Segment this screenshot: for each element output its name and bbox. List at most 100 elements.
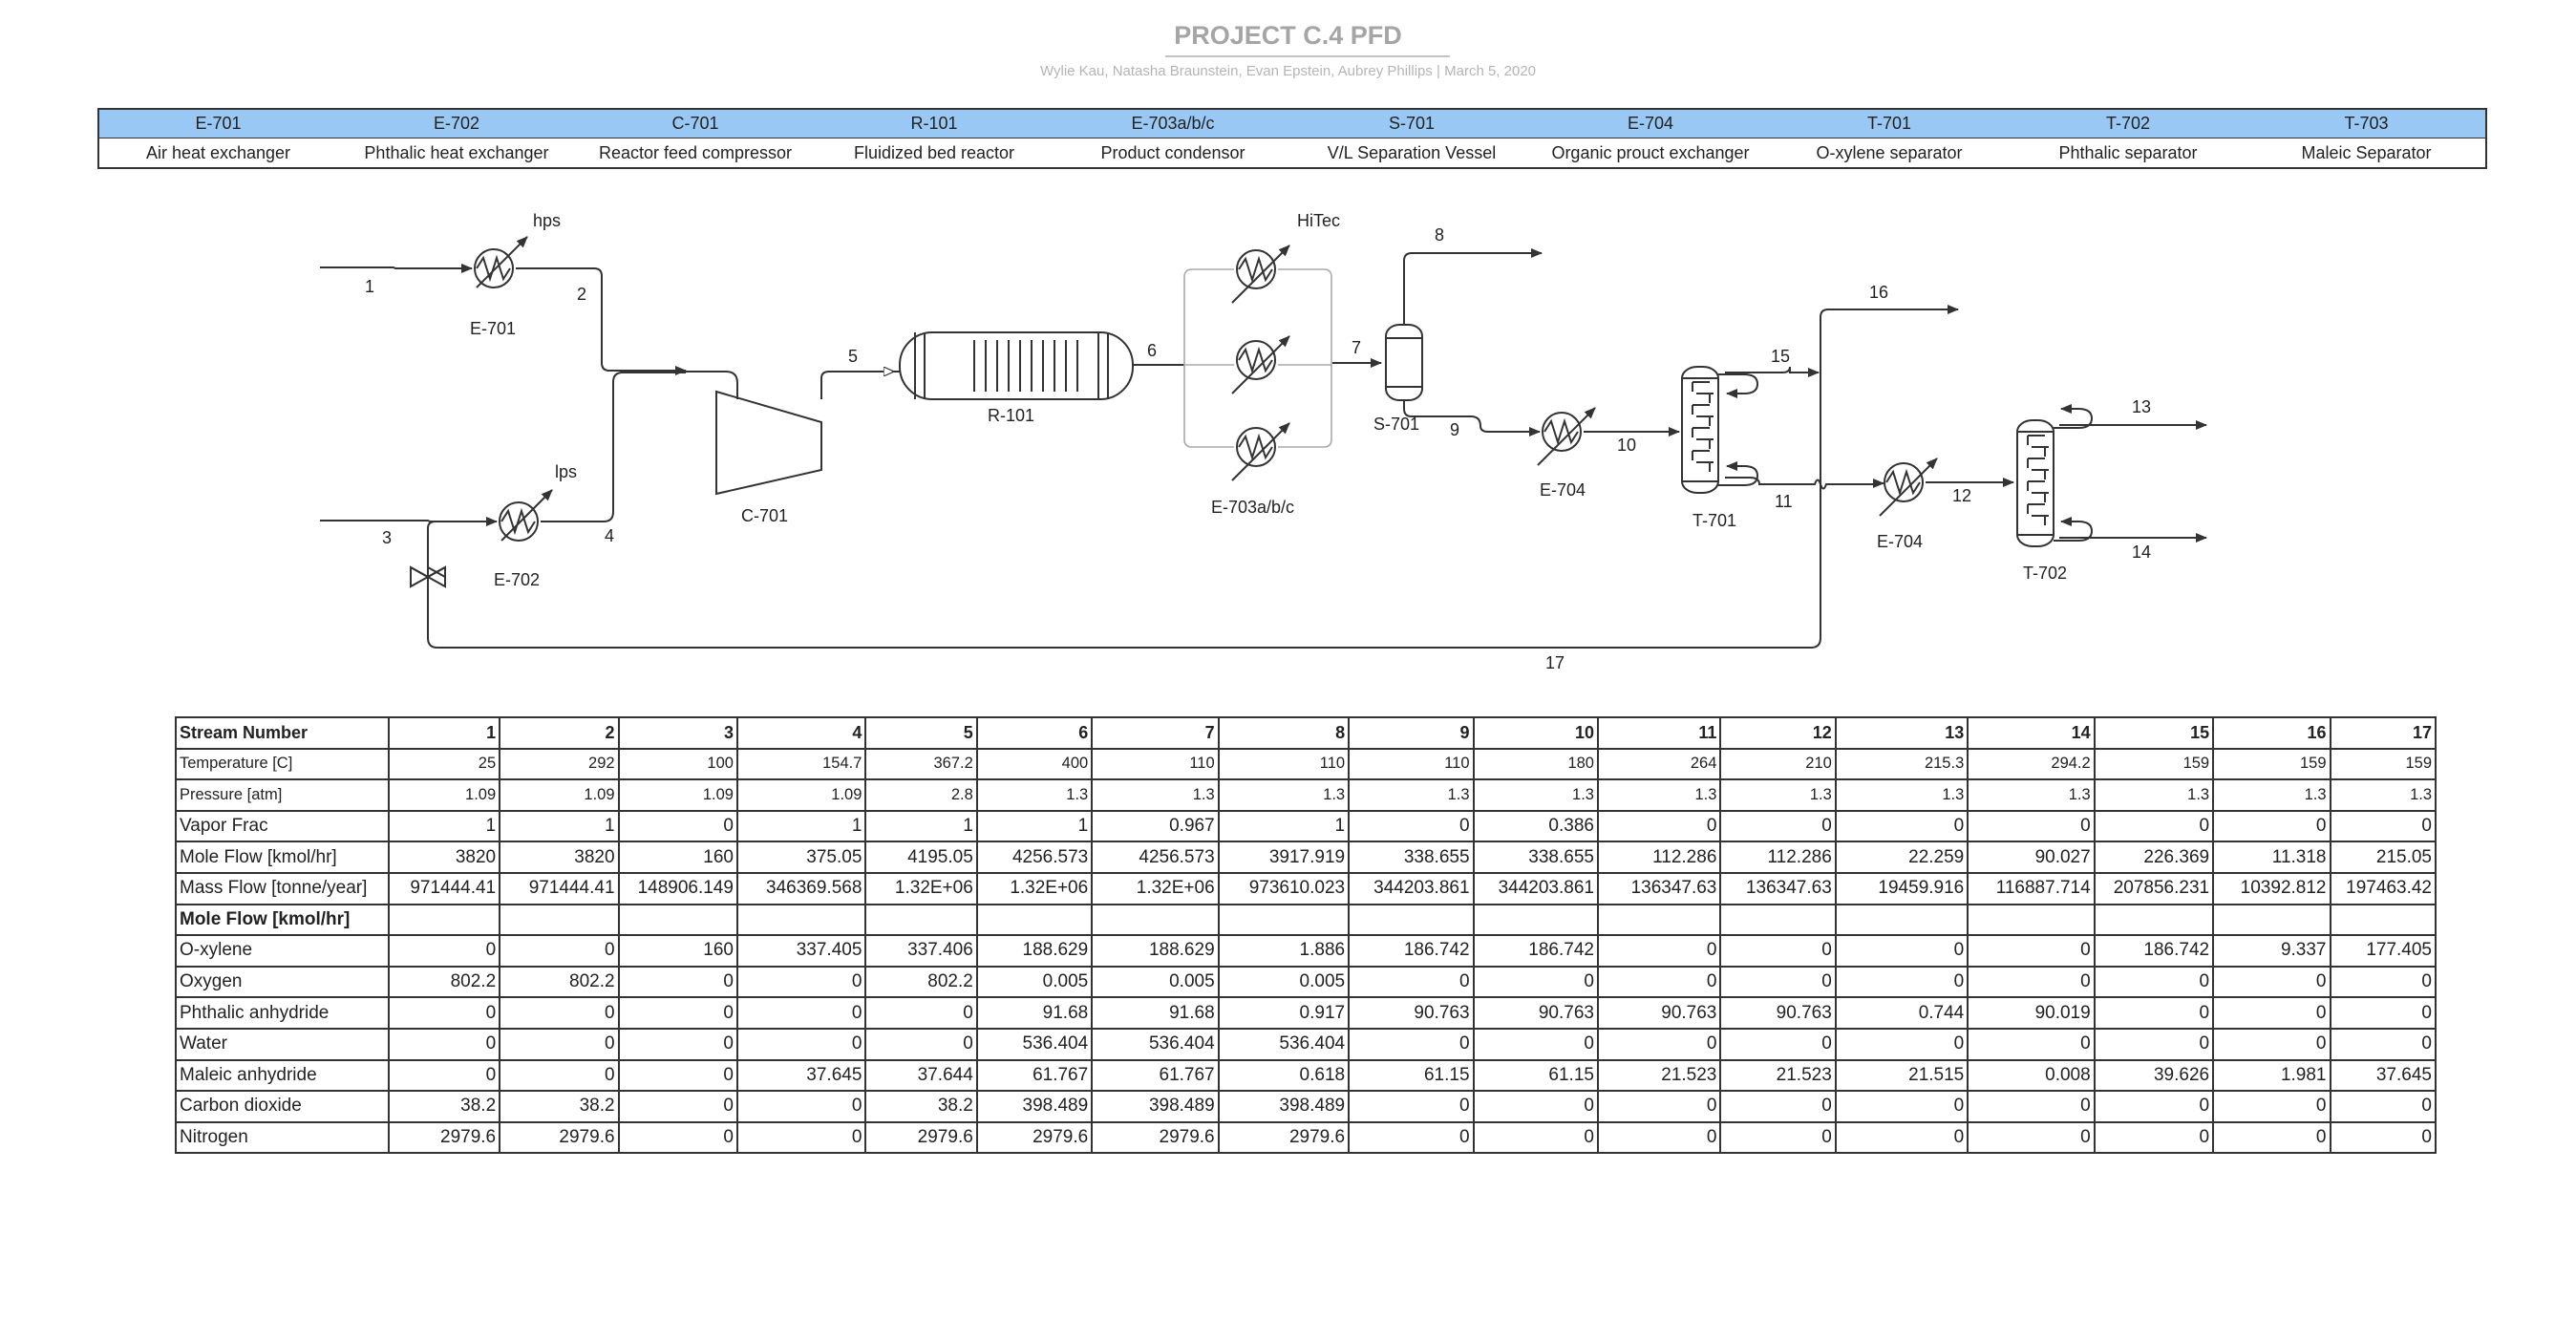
table-cell: 4256.573 xyxy=(975,841,1094,874)
table-cell: 0 xyxy=(617,1027,738,1061)
table-row: Nitrogen 2979.6 2979.6 0 0 2979.6 2979.6 2979.6… xyxy=(175,1120,2437,1155)
table-cell xyxy=(2212,903,2331,937)
separator-s701 xyxy=(1385,324,1423,401)
table-cell: 38.2 xyxy=(864,1090,978,1123)
table-cell: 0 xyxy=(617,1120,738,1155)
table-cell: 1.3 xyxy=(1348,778,1475,812)
compressor-feed-line xyxy=(686,371,738,399)
table-cell: 536.404 xyxy=(975,1027,1094,1061)
stream-number-2: 2 xyxy=(577,285,586,304)
table-cell xyxy=(1091,903,1220,937)
table-cell: 0 xyxy=(1719,1090,1837,1123)
table-cell: 2979.6 xyxy=(1217,1120,1351,1155)
table-cell: 0 xyxy=(1967,809,2096,843)
table-cell: 398.489 xyxy=(1091,1090,1220,1123)
table-cell: 3820 xyxy=(387,841,501,874)
table-cell: 0 xyxy=(1596,809,1722,843)
stream-number-cell: 10 xyxy=(1472,716,1599,750)
table-cell: 0 xyxy=(1348,1120,1475,1155)
row-label: Pressure [atm] xyxy=(175,778,390,812)
table-cell: 0 xyxy=(387,1058,501,1093)
table-cell: 1.3 xyxy=(1217,778,1351,812)
table-cell: 1.32E+06 xyxy=(864,871,978,905)
table-cell: 398.489 xyxy=(975,1090,1094,1123)
table-cell: 1.3 xyxy=(1719,778,1837,812)
table-cell: 21.523 xyxy=(1596,1058,1722,1093)
table-cell: 0 xyxy=(1719,1027,1837,1061)
table-cell: 186.742 xyxy=(1348,934,1475,968)
utility-label-hitec: HiTec xyxy=(1297,211,1340,230)
table-cell xyxy=(864,903,978,937)
table-cell xyxy=(1217,903,1351,937)
page-subtitle: Wylie Kau, Natasha Braunstein, Evan Epst… xyxy=(1039,63,1537,79)
table-cell: 802.2 xyxy=(864,965,978,999)
table-cell xyxy=(975,903,1094,937)
stream-number-cell: 6 xyxy=(975,716,1094,750)
table-cell: 0 xyxy=(864,1027,978,1061)
unit-label-e704b: E-704 xyxy=(1877,532,1923,551)
table-cell: 0.005 xyxy=(975,965,1094,999)
table-cell: 1.886 xyxy=(1217,934,1351,968)
table-cell: 0 xyxy=(499,996,620,1030)
stream-number-cell: 16 xyxy=(2212,716,2331,750)
table-cell: 367.2 xyxy=(864,747,978,781)
table-row: Pressure [atm] 1.09 1.09 1.09 1.09 2.8 1.3 1.3 1… xyxy=(175,778,2437,812)
table-cell: 0 xyxy=(499,1058,620,1093)
table-cell: 160 xyxy=(617,841,738,874)
table-row: Vapor Frac 1 1 0 1 1 1 0.967 1 0 0.386 0 0 0 0 0 0 0 xyxy=(175,809,2437,843)
table-cell: 0 xyxy=(1596,934,1722,968)
table-cell: 4256.573 xyxy=(1091,841,1220,874)
table-cell: 22.259 xyxy=(1834,841,1969,874)
equipment-tag: E-703a/b/c xyxy=(1054,109,1292,138)
stream-number-cell: 3 xyxy=(617,716,738,750)
table-cell: 112.286 xyxy=(1719,841,1837,874)
stream-number-12: 12 xyxy=(1952,486,1971,505)
table-cell: 0 xyxy=(2329,1090,2437,1123)
control-valve xyxy=(410,565,446,588)
table-row: Phthalic anhydride 0 0 0 0 0 91.68 91.68 0.917 90… xyxy=(175,996,2437,1030)
table-cell: 90.027 xyxy=(1967,841,2096,874)
table-cell: 207856.231 xyxy=(2093,871,2215,905)
table-cell: 0 xyxy=(1719,965,1837,999)
stream-15-line xyxy=(1725,366,1820,377)
table-cell: 1.09 xyxy=(499,778,620,812)
table-cell: 25 xyxy=(387,747,501,781)
table-cell: 0 xyxy=(1348,965,1475,999)
stream-number-14: 14 xyxy=(2132,543,2151,562)
stream-number-row: Stream Number 1 2 3 4 5 6 7 8 9 10 11 12 13 14 15 16 17 xyxy=(175,716,2437,750)
equipment-legend: E-701 E-702 C-701 R-101 E-703a/b/c S-701 E-704… xyxy=(97,108,2487,169)
table-cell: 0 xyxy=(1967,934,2096,968)
distillation-column-t701 xyxy=(1681,366,1759,494)
table-cell: 0 xyxy=(1348,1090,1475,1123)
table-cell: 0.967 xyxy=(1091,809,1220,843)
equipment-description: Reactor feed compressor xyxy=(576,138,815,168)
row-label: Vapor Frac xyxy=(175,809,390,843)
stream-number-cell: 7 xyxy=(1091,716,1220,750)
table-cell: 337.405 xyxy=(735,934,867,968)
stream-number-6: 6 xyxy=(1147,341,1157,360)
heat-exchanger-e703a xyxy=(1231,245,1290,304)
table-cell: 0 xyxy=(2093,1120,2215,1155)
stream-number-3: 3 xyxy=(382,528,392,547)
table-cell: 9.337 xyxy=(2212,934,2331,968)
unit-label-e704a: E-704 xyxy=(1540,480,1586,500)
stream-number-1: 1 xyxy=(365,277,374,296)
table-cell: 0 xyxy=(617,809,738,843)
row-label: Phthalic anhydride xyxy=(175,996,390,1030)
stream-number-7: 7 xyxy=(1352,338,1361,357)
table-cell: 0 xyxy=(617,965,738,999)
table-cell: 0.008 xyxy=(1967,1058,2096,1093)
table-row: O-xylene 0 0 160 337.405 337.406 188.629 188.62… xyxy=(175,934,2437,968)
equipment-description: Organic prouct exchanger xyxy=(1531,138,1770,168)
table-cell: 210 xyxy=(1719,747,1837,781)
table-cell: 536.404 xyxy=(1091,1027,1220,1061)
equipment-description: O-xylene separator xyxy=(1770,138,2009,168)
table-cell: 0 xyxy=(1596,965,1722,999)
table-cell: 1 xyxy=(735,809,867,843)
table-cell: 90.763 xyxy=(1596,996,1722,1030)
table-cell: 0 xyxy=(735,1090,867,1123)
table-cell: 1.3 xyxy=(2093,778,2215,812)
heat-exchanger-e701 xyxy=(474,236,528,288)
distillation-column-t702 xyxy=(2016,404,2094,547)
table-cell: 110 xyxy=(1348,747,1475,781)
